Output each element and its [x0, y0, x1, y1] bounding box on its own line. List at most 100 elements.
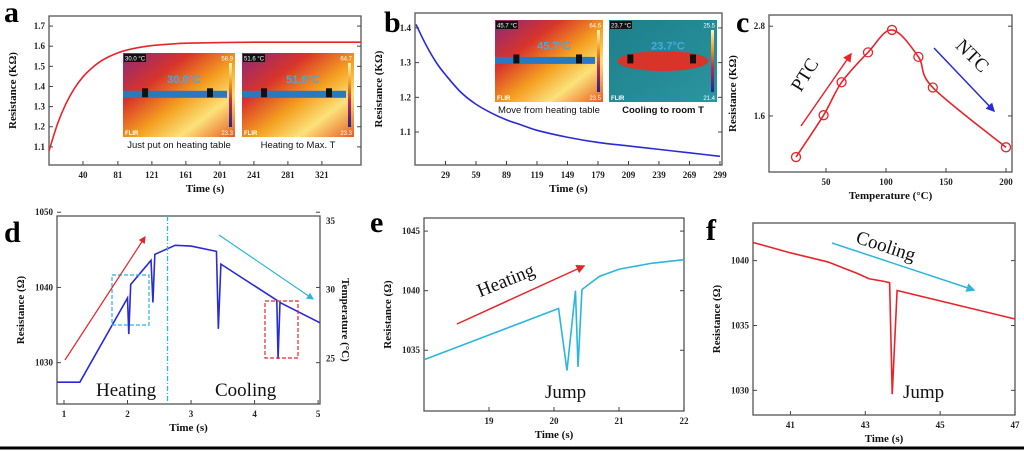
cooling-arrow [218, 234, 314, 300]
panel-label: d [4, 216, 21, 249]
y-tick-label: 1045 [402, 226, 421, 236]
electrode [142, 88, 149, 98]
thermal-image-inset: 30.0 °C 58.9 23.3 FLIR 30.0°C Just put on hea… [123, 53, 235, 151]
heating-label: Heating [96, 380, 157, 401]
x-tick-label: 179 [591, 170, 605, 180]
scale-max: 25.5 [703, 24, 715, 30]
y-tick-label: 1.6 [34, 41, 46, 51]
y-tick-label: 1030 [731, 385, 750, 395]
x-tick-label: 200 [999, 177, 1013, 187]
temperature-readout: 45.7 °C [497, 24, 518, 30]
y-axis-label: Resistance (Ω) [711, 284, 723, 353]
data-point [1000, 142, 1012, 153]
spot-temperature: 23.7°C [651, 41, 685, 53]
color-scale-bar [711, 30, 714, 92]
data-point [886, 24, 898, 36]
data-point [927, 82, 938, 93]
x-tick-label: 161 [179, 170, 193, 180]
data-point [836, 77, 847, 88]
cooling-arrow [831, 242, 976, 292]
y-tick-label: 1050 [35, 207, 54, 217]
x-tick-label: 45 [936, 420, 946, 430]
x-tick-label: 121 [145, 170, 159, 180]
series-line [415, 24, 721, 158]
y-tick-label: 1.3 [400, 58, 412, 68]
x-tick-label: 20 [550, 416, 560, 426]
y-tick-label: 1.5 [34, 61, 46, 71]
x-tick-label: 5 [316, 409, 321, 419]
y-axis-label: Resistance (Ω) [382, 280, 394, 349]
y-tick-label: 1.3 [34, 102, 46, 112]
x-tick-label: 81 [113, 170, 123, 180]
inset-caption: Heating to Max. T [261, 140, 336, 151]
y-tick-label: 1.4 [400, 23, 412, 33]
ntc-label: NTC [951, 35, 993, 77]
x-tick-label: 29 [441, 170, 451, 180]
panel-d: d 1 2 3 4 5 1030 1040 1050 Time (s) Resistance (Ω)… [4, 207, 351, 434]
sample-strip [123, 90, 227, 98]
x-tick-label: 2 [125, 409, 130, 419]
series-line [795, 29, 1007, 158]
electrode [326, 88, 332, 98]
highlight-box-heating [111, 274, 150, 326]
x-tick-label: 201 [213, 170, 227, 180]
x-tick-label: 149 [561, 170, 575, 180]
thermal-image-inset: 45.7 °C 64.6 23.5 FLIR 45.7°C Move from heati… [495, 20, 603, 116]
scale-min: 21.4 [703, 96, 715, 102]
y-tick-label: 1.2 [34, 122, 46, 132]
y-tick-label: 1.1 [34, 142, 46, 152]
inset-caption: Just put on heating table [127, 140, 231, 151]
panel-c: c 50 100 150 200 1.6 2.8 Temperature (°C) Resist… [727, 6, 1013, 202]
plot-frame [768, 14, 1013, 173]
flir-logo: FLIR [611, 96, 625, 102]
x-tick-label: 21 [615, 416, 625, 426]
inset-caption: Cooling to room T [622, 105, 704, 116]
y-tick-label: 1.7 [34, 21, 46, 31]
ptc-arrow [800, 52, 852, 127]
color-scale-bar [348, 63, 351, 127]
x-tick-label: 19 [485, 416, 495, 426]
plot-frame [48, 15, 362, 166]
temperature-readout: 51.6 °C [244, 57, 265, 63]
x-axis-label: Time (s) [186, 183, 225, 195]
x-axis-label: Time (s) [549, 183, 588, 195]
plot-frame [414, 12, 723, 166]
y-tick-label: 1040 [731, 256, 750, 266]
y-right-axis-label: Temperature (°C) [339, 278, 351, 362]
x-tick-label: 41 [786, 420, 796, 430]
y-tick-label: 1035 [731, 320, 750, 330]
x-tick-label: 47 [1011, 420, 1021, 430]
jump-label: Jump [903, 382, 944, 403]
data-point [862, 47, 874, 58]
flir-logo: FLIR [125, 131, 139, 137]
x-axis-label: Temperature (°C) [849, 190, 933, 202]
x-tick-label: 59 [471, 170, 481, 180]
panel-e: e 19 20 21 22 1035 1040 1045 Time (s) Resistance … [370, 206, 689, 441]
y-tick-label: 2.8 [754, 21, 766, 31]
x-tick-label: 119 [530, 170, 544, 180]
x-tick-label: 321 [315, 170, 329, 180]
x-tick-label: 269 [683, 170, 697, 180]
x-tick-label: 4 [252, 409, 257, 419]
y-axis-label: Resistance (KΩ) [727, 55, 739, 132]
sample-strip [617, 51, 709, 71]
data-point [818, 110, 829, 121]
x-tick-label: 1 [62, 409, 67, 419]
spot-temperature: 45.7°C [537, 41, 571, 53]
readout-box [243, 54, 265, 62]
scale-max: 64.7 [340, 57, 352, 63]
electrode [576, 54, 582, 64]
color-scale-bar [229, 63, 232, 127]
scale-min: 23.3 [221, 131, 233, 137]
x-tick-label: 241 [247, 170, 261, 180]
y-axis-label: Resistance (KΩ) [373, 50, 385, 127]
ntc-arrow [933, 47, 996, 113]
x-tick-label: 43 [861, 420, 871, 430]
temperature-readout: 30.0 °C [125, 57, 146, 63]
y-axis-label: Resistance (Ω) [15, 275, 27, 344]
electrode [513, 54, 520, 64]
scale-max: 58.9 [221, 57, 233, 63]
series-line [752, 241, 1016, 395]
flir-logo: FLIR [497, 96, 511, 102]
